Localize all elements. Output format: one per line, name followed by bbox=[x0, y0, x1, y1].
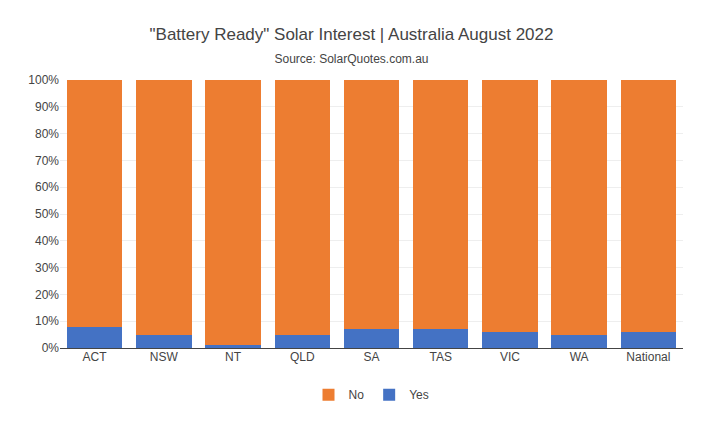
svg-text:Yes: Yes bbox=[409, 388, 429, 402]
svg-text:WA: WA bbox=[570, 350, 589, 364]
svg-text:QLD: QLD bbox=[290, 350, 315, 364]
svg-text:ACT: ACT bbox=[83, 350, 108, 364]
svg-text:60%: 60% bbox=[35, 180, 59, 194]
svg-text:Source: SolarQuotes.com.au: Source: SolarQuotes.com.au bbox=[274, 52, 428, 66]
svg-text:"Battery Ready" Solar Interest: "Battery Ready" Solar Interest | Austral… bbox=[150, 25, 554, 44]
svg-text:NSW: NSW bbox=[150, 350, 179, 364]
svg-text:50%: 50% bbox=[35, 207, 59, 221]
svg-text:National: National bbox=[626, 350, 670, 364]
svg-text:0%: 0% bbox=[42, 341, 60, 355]
svg-text:TAS: TAS bbox=[429, 350, 451, 364]
svg-text:90%: 90% bbox=[35, 100, 59, 114]
svg-text:30%: 30% bbox=[35, 261, 59, 275]
svg-text:NT: NT bbox=[225, 350, 242, 364]
svg-text:100%: 100% bbox=[28, 73, 59, 87]
svg-text:70%: 70% bbox=[35, 154, 59, 168]
svg-text:VIC: VIC bbox=[500, 350, 520, 364]
svg-text:40%: 40% bbox=[35, 234, 59, 248]
svg-text:SA: SA bbox=[363, 350, 379, 364]
svg-text:80%: 80% bbox=[35, 127, 59, 141]
svg-text:No: No bbox=[349, 388, 365, 402]
svg-text:20%: 20% bbox=[35, 288, 59, 302]
svg-text:10%: 10% bbox=[35, 314, 59, 328]
